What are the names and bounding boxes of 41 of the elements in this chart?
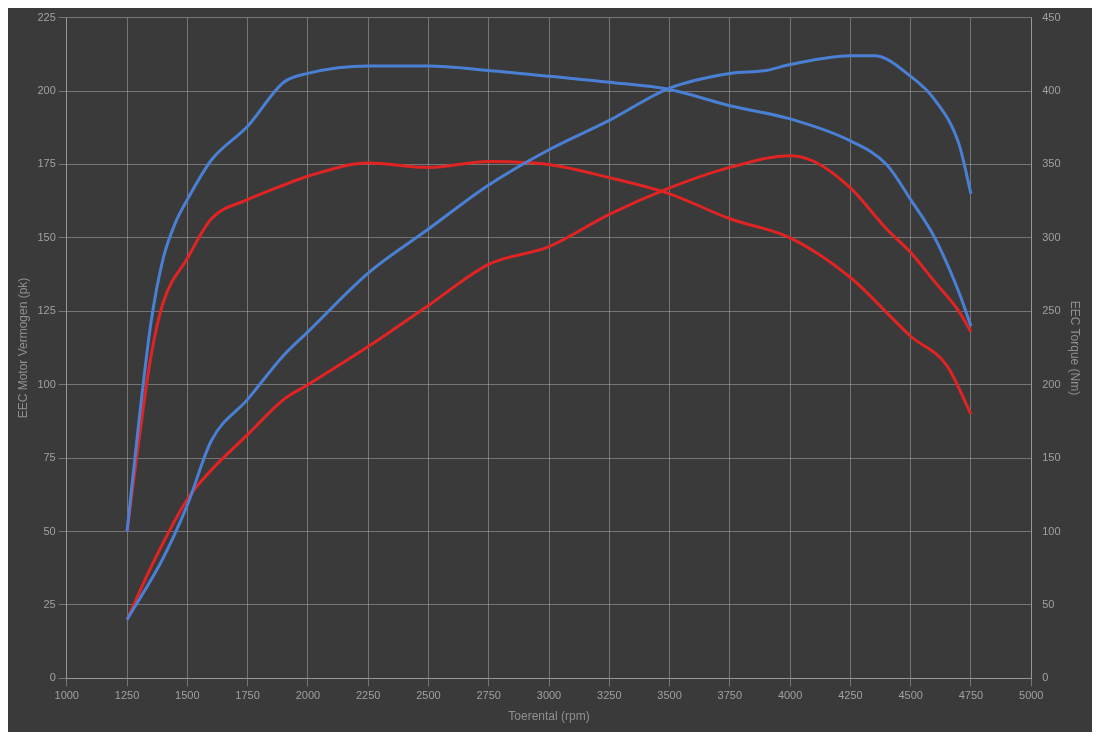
x-tick-label: 4000 xyxy=(777,689,803,702)
y2-tick-label: 0 xyxy=(1042,671,1049,684)
x-tick-label: 2750 xyxy=(476,689,501,702)
y-tick-label: 100 xyxy=(37,377,56,390)
x-tick-label: 4750 xyxy=(958,689,984,702)
y2-tick-label: 450 xyxy=(1042,10,1061,23)
y-axis-title: EEC Motor Vermogen (pk) xyxy=(15,277,30,419)
y2-tick-label: 350 xyxy=(1042,157,1061,170)
y2-tick-label: 150 xyxy=(1042,451,1061,464)
x-tick-label: 4500 xyxy=(898,689,923,702)
y-tick-label: 225 xyxy=(37,10,56,23)
y-tick-label: 125 xyxy=(37,304,56,317)
x-tick-label: 3750 xyxy=(717,689,743,702)
y2-tick-label: 300 xyxy=(1042,230,1061,243)
x-tick-label: 1500 xyxy=(175,689,200,702)
x-tick-label: 1750 xyxy=(235,689,260,702)
x-tick-label: 3500 xyxy=(657,689,682,702)
y-tick-label: 50 xyxy=(43,524,56,537)
x-tick-label: 2000 xyxy=(295,689,321,702)
y2-tick-label: 200 xyxy=(1042,377,1061,390)
x-axis-title: Toerental (rpm) xyxy=(508,709,590,724)
y-tick-label: 175 xyxy=(37,157,56,170)
x-tick-label: 1250 xyxy=(114,689,140,702)
y-tick-label: 0 xyxy=(49,671,56,684)
y2-axis-title: EEC Torque (Nm) xyxy=(1068,300,1083,396)
y2-tick-label: 100 xyxy=(1042,524,1061,537)
x-tick-label: 1000 xyxy=(54,689,79,702)
y-tick-label: 200 xyxy=(37,84,56,97)
y2-tick-label: 400 xyxy=(1042,84,1061,97)
x-tick-label: 4250 xyxy=(838,689,863,702)
x-tick-label: 3000 xyxy=(536,689,562,702)
y-tick-label: 150 xyxy=(37,230,56,243)
y2-tick-label: 250 xyxy=(1042,304,1061,317)
x-tick-label: 5000 xyxy=(1019,689,1044,702)
x-tick-label: 2250 xyxy=(355,689,381,702)
x-tick-label: 3250 xyxy=(597,689,622,702)
y-tick-label: 75 xyxy=(43,451,56,464)
x-tick-label: 2500 xyxy=(416,689,441,702)
line-series xyxy=(125,54,973,622)
y2-tick-label: 50 xyxy=(1042,598,1055,611)
y-tick-label: 25 xyxy=(43,598,56,611)
